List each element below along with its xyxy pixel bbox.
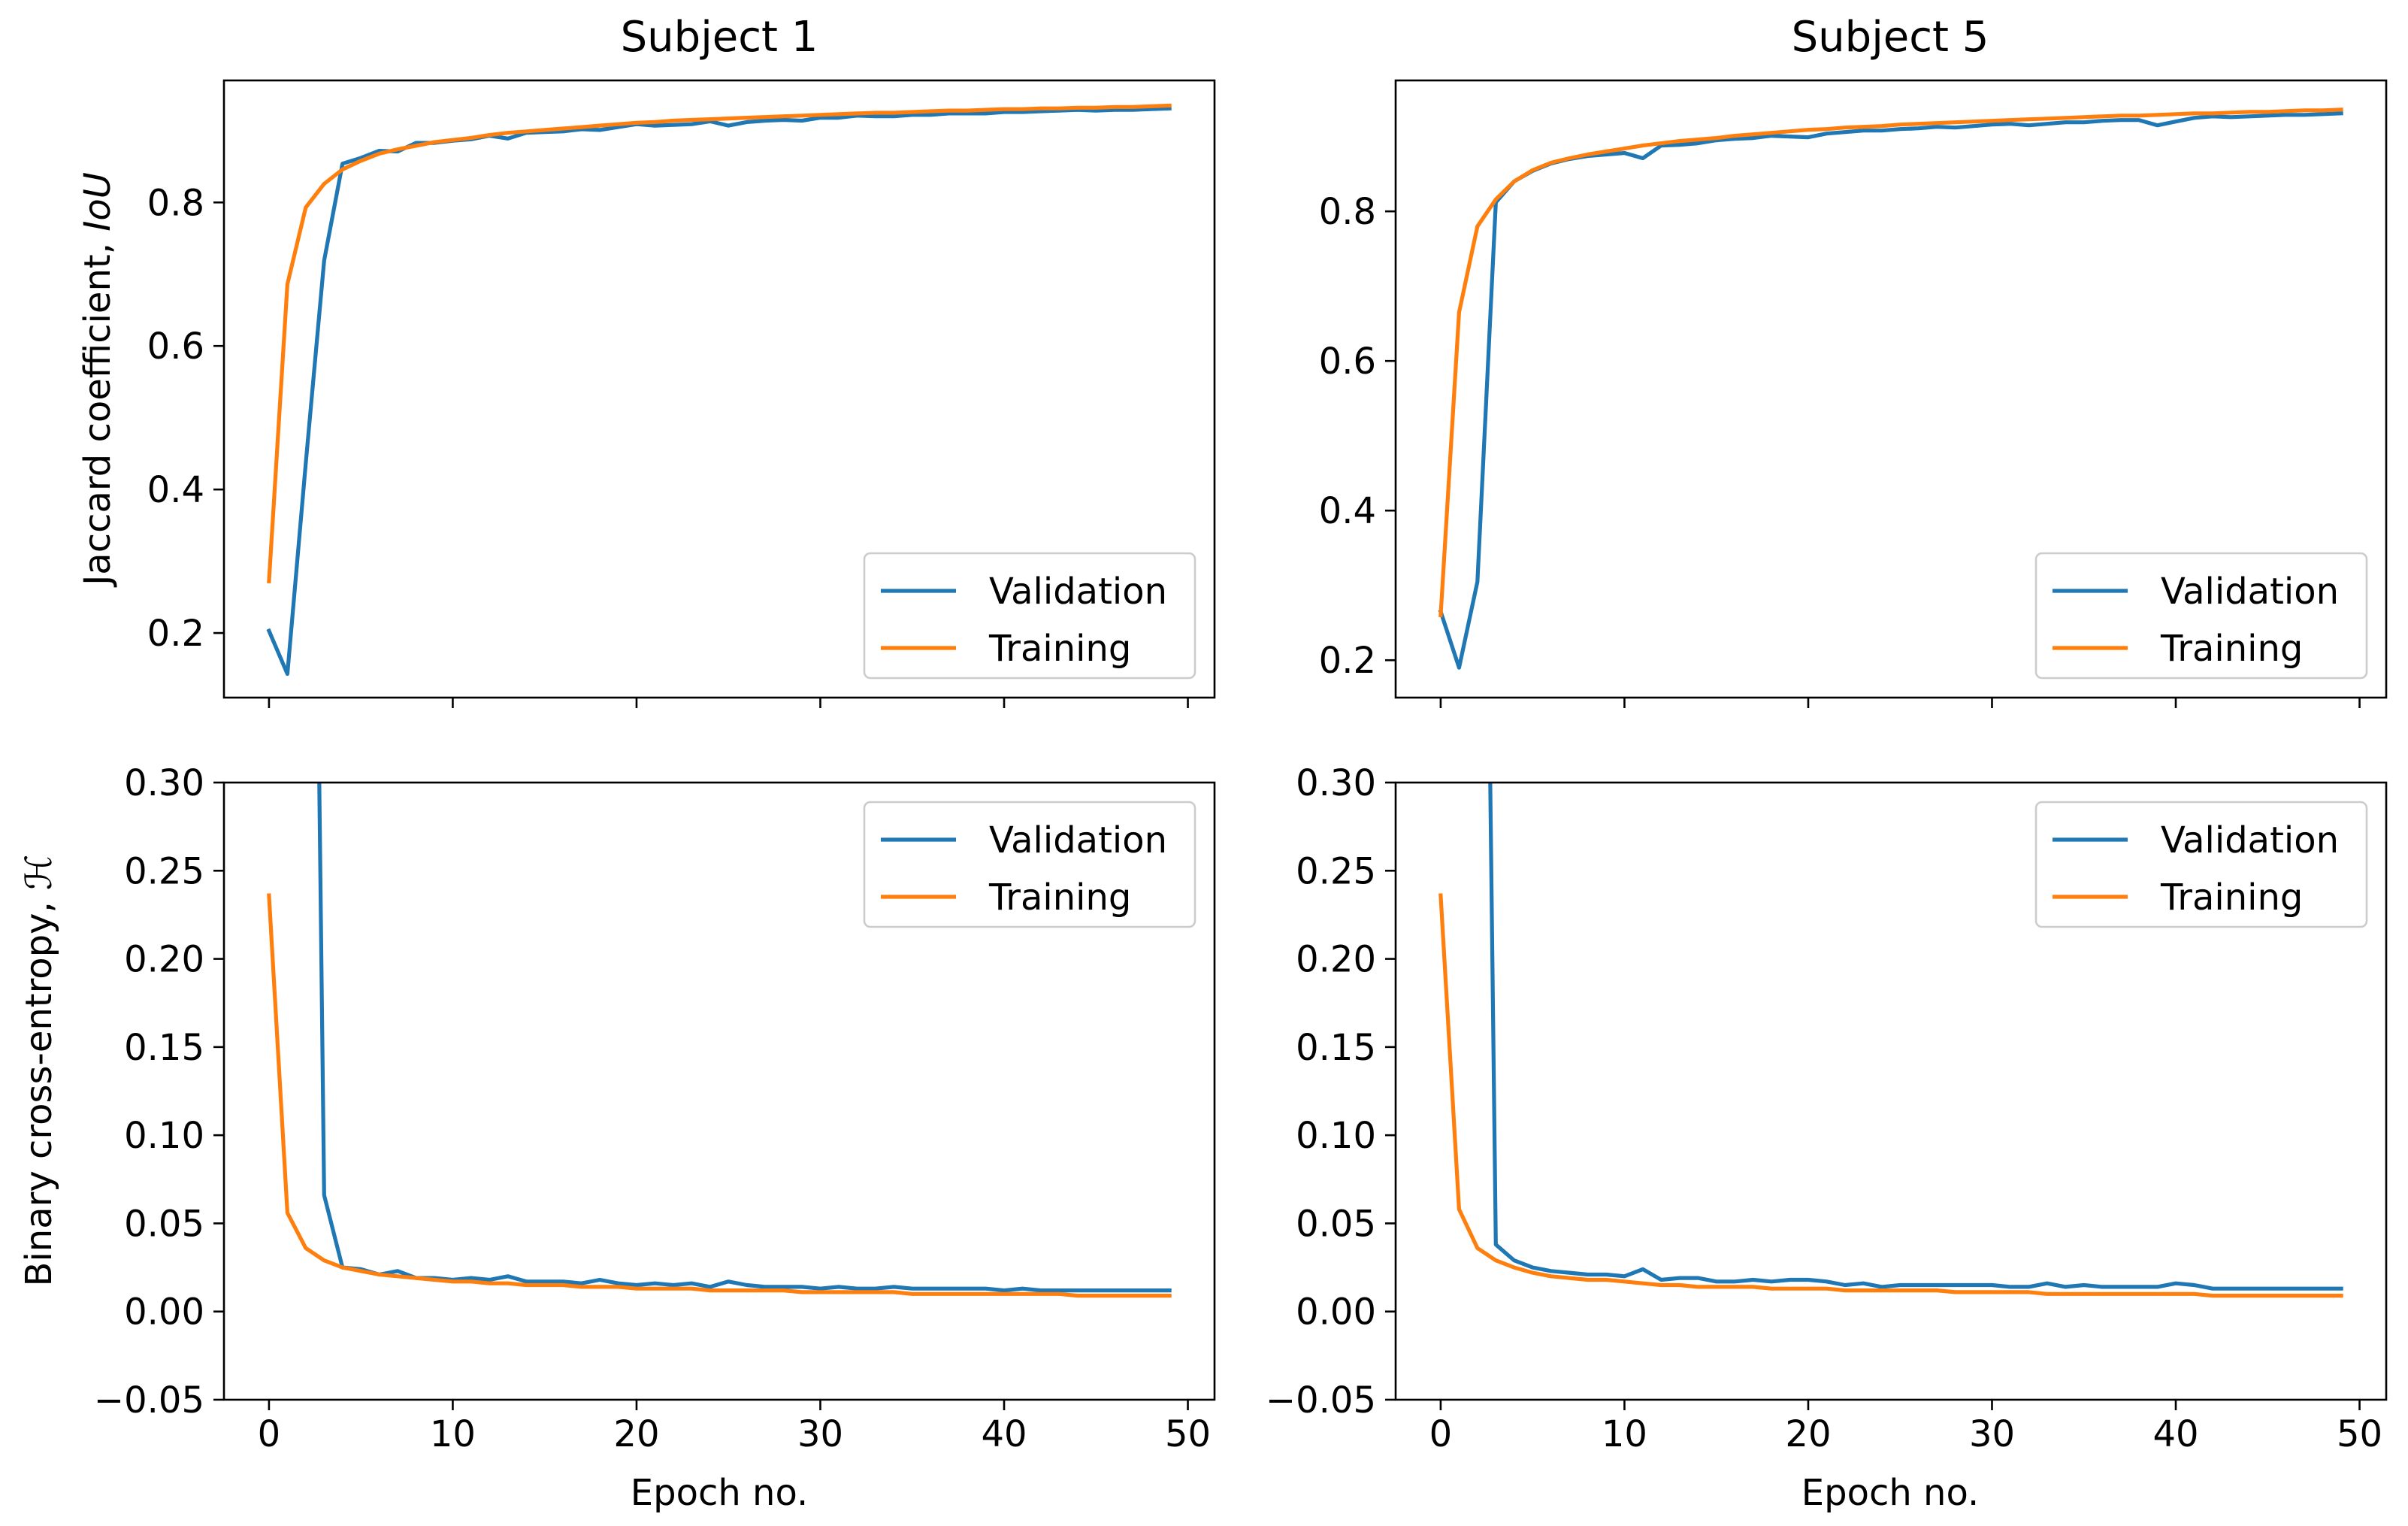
panel-subject-1-bce: 0 10 20 30 40 50 −0.05 0.00 0.05 0.10 0.15 0.20 0.25… [94,762,1216,1455]
x-tick-label: 50 [2337,1413,2382,1455]
x-tick-label: 10 [1602,1413,1647,1455]
x-tick-label: 20 [613,1413,659,1455]
xlabel-subject-1: Epoch no. [631,1472,808,1514]
x-tick-label: 40 [981,1413,1027,1455]
y-tick-label: 0.25 [1296,850,1376,892]
series-line-training [1438,107,2343,618]
xlabel-subject-5: Epoch no. [1801,1472,1979,1514]
title-subject-5: Subject 5 [1792,13,1989,62]
legend-label-training: Training [988,877,1131,919]
y-tick-label: 0.2 [1319,640,1376,682]
legend-label-validation: Validation [989,571,1167,613]
panel-subject-5-bce: 0 10 20 30 40 50 −0.05 0.00 0.05 0.10 0.15 0.20 0.25… [1266,762,2388,1455]
plot-frame [1394,781,2388,1401]
series-line-validation [1488,783,2343,1291]
legend-label-validation: Validation [2161,819,2339,861]
y-tick-label: −0.05 [1266,1379,1376,1422]
x-tick-label: 0 [1429,1413,1453,1455]
legend-label-validation: Validation [2161,571,2339,613]
series-line-training [1438,893,2343,1298]
legend-label-training: Training [2160,877,2303,919]
ylabel-bce: Binary cross-entropy, ℋ [18,855,60,1287]
ylabel-bce-text: Binary cross-entropy, [18,890,60,1286]
x-tick-label: 20 [1785,1413,1831,1455]
panel-subject-1-iou: 0.2 0.4 0.6 0.8 Validation Training [147,79,1216,708]
panel-subject-5-iou: 0.2 0.4 0.6 0.8 Validation Training [1319,79,2388,708]
y-tick-label: −0.05 [94,1379,204,1422]
ylabel-jaccard-symbol: IoU [77,172,119,232]
ylabel-jaccard: Jaccard coefficient, IoU [77,172,119,588]
y-tick-label: 0.20 [1296,939,1376,981]
legend: Validation Training [863,801,1196,928]
ylabel-bce-symbol: ℋ [18,855,60,890]
legend-label-training: Training [988,628,1131,670]
x-tick-label: 50 [1165,1413,1211,1455]
plot-frame [222,79,1216,699]
y-tick-label: 0.6 [1319,341,1376,383]
legend-label-training: Training [2160,628,2303,670]
y-tick-label: 0.10 [1296,1115,1376,1157]
y-tick-label: 0.8 [1319,191,1376,233]
title-subject-1: Subject 1 [621,13,818,62]
x-tick-label: 30 [797,1413,843,1455]
series-line-training [267,893,1172,1298]
y-tick-label: 0.30 [1296,762,1376,804]
y-tick-label: 0.05 [124,1203,204,1245]
y-tick-label: 0.25 [124,850,204,892]
plot-frame [222,781,1216,1401]
y-tick-label: 0.4 [147,469,204,511]
y-tick-label: 0.8 [147,182,204,224]
y-tick-label: 0.05 [1296,1203,1376,1245]
y-tick-label: 0.20 [124,939,204,981]
legend: Validation Training [2034,552,2368,680]
y-tick-label: 0.00 [1296,1291,1376,1334]
y-tick-label: 0.15 [124,1027,204,1069]
legend-label-validation: Validation [989,819,1167,861]
plot-frame [1394,79,2388,699]
y-tick-label: 0.6 [147,325,204,368]
y-tick-label: 0.10 [124,1115,204,1157]
x-tick-label: 40 [2152,1413,2198,1455]
series-line-validation [266,106,1172,677]
ylabel-jaccard-text: Jaccard coefficient, [77,232,119,588]
y-tick-label: 0.30 [124,762,204,804]
x-tick-label: 10 [430,1413,476,1455]
x-tick-label: 30 [1969,1413,2015,1455]
legend: Validation Training [863,552,1196,680]
legend: Validation Training [2034,801,2368,928]
y-tick-label: 0.4 [1319,490,1376,532]
x-tick-label: 0 [258,1413,281,1455]
y-tick-label: 0.2 [147,613,204,655]
y-tick-label: 0.15 [1296,1027,1376,1069]
series-line-training [267,103,1172,584]
y-tick-label: 0.00 [124,1291,204,1334]
